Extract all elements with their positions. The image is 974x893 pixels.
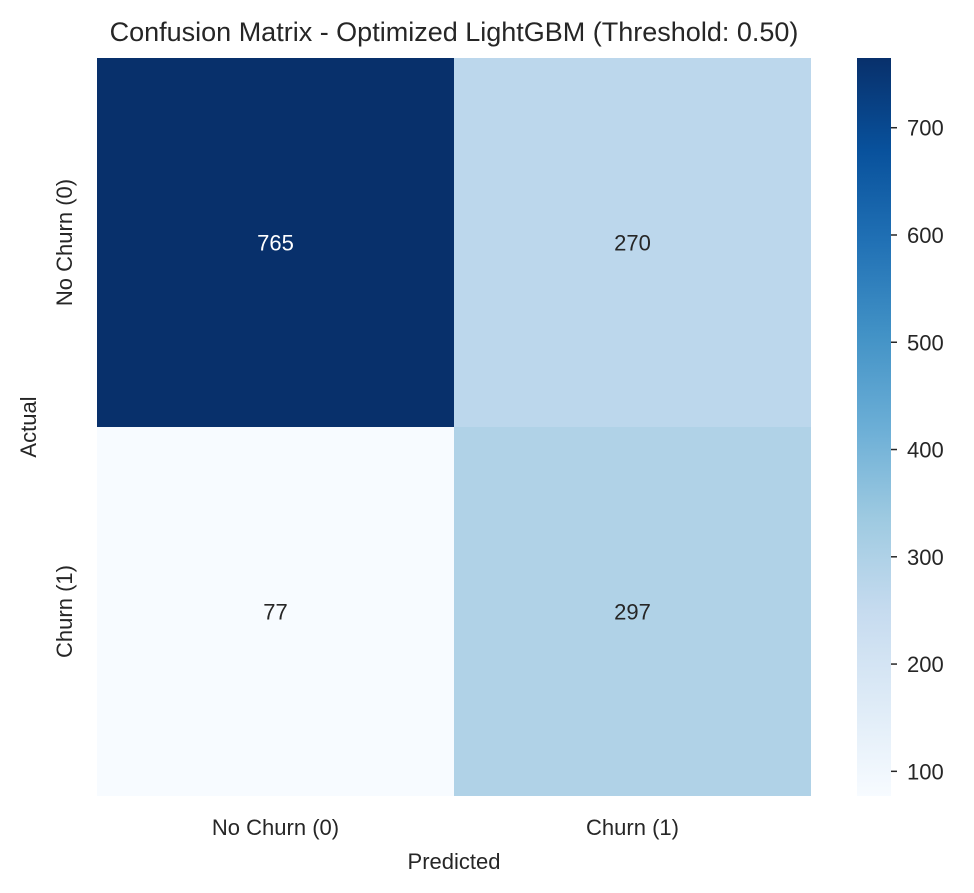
colorbar-tick-label: 200 — [907, 652, 944, 677]
heatmap-cells: 765 270 77 297 — [97, 58, 811, 796]
colorbar-tick-label: 100 — [907, 759, 944, 784]
x-tick-label: No Churn (0) — [212, 815, 339, 840]
y-tick-label: Churn (1) — [52, 565, 77, 658]
colorbar-tick-label: 500 — [907, 330, 944, 355]
colorbar — [857, 58, 891, 796]
heatmap-cell-r1-c1 — [454, 427, 811, 796]
cell-value-r1-c0: 77 — [263, 600, 287, 625]
colorbar-tick-label: 400 — [907, 438, 944, 463]
y-tick-label: No Churn (0) — [52, 179, 77, 306]
colorbar-tick-label: 300 — [907, 545, 944, 570]
colorbar-ticks: 100 200 300 400 500 600 700 — [891, 116, 944, 784]
colorbar-tick-label: 700 — [907, 116, 944, 141]
heatmap-cell-r1-c0 — [97, 427, 454, 796]
heatmap-cell-r0-c1 — [454, 58, 811, 427]
y-axis-label: Actual — [16, 396, 41, 457]
chart-title: Confusion Matrix - Optimized LightGBM (T… — [110, 17, 799, 47]
colorbar-tick-label: 600 — [907, 223, 944, 248]
heatmap-cell-r0-c0 — [97, 58, 454, 427]
cell-value-r0-c0: 765 — [257, 231, 294, 256]
x-axis-label: Predicted — [408, 849, 501, 874]
cell-value-r0-c1: 270 — [614, 231, 651, 256]
x-tick-label: Churn (1) — [586, 815, 679, 840]
y-tick-labels: No Churn (0) Churn (1) — [52, 179, 77, 658]
cell-value-r1-c1: 297 — [614, 600, 651, 625]
x-tick-labels: No Churn (0) Churn (1) — [212, 815, 679, 840]
